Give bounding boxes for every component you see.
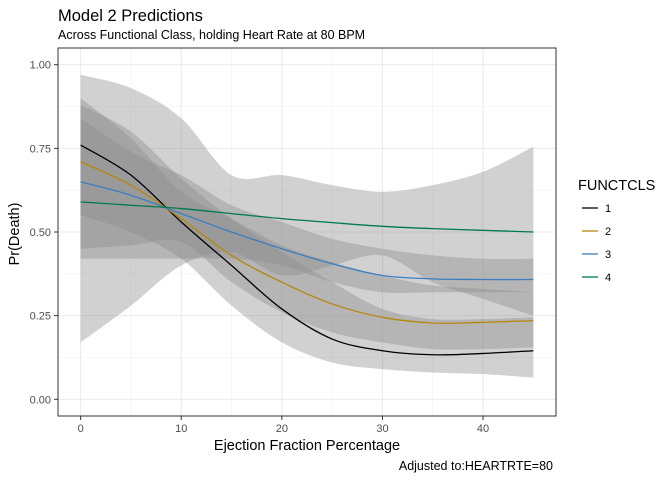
legend-label-3: 3 (605, 249, 611, 261)
series-line-2 (80, 161, 534, 324)
x-axis: 0 10 20 30 40 (78, 416, 489, 435)
y-axis-title: Pr(Death) (7, 203, 23, 266)
y-tick-label: 0.00 (30, 394, 51, 406)
legend-items: 1 2 3 4 (582, 203, 611, 284)
legend-label-2: 2 (605, 226, 611, 238)
y-tick-label: 1.00 (30, 60, 51, 72)
legend-title: FUNCTCLS (578, 178, 655, 194)
x-tick-label: 20 (276, 423, 288, 435)
series-lines (80, 144, 534, 356)
x-tick-label: 10 (175, 423, 187, 435)
confidence-band-1 (80, 104, 534, 378)
chart-subtitle: Across Functional Class, holding Heart R… (58, 28, 365, 42)
major-gridlines (58, 48, 556, 416)
confidence-band-2 (80, 98, 534, 350)
x-tick-label: 0 (78, 423, 84, 435)
chart-caption: Adjusted to:HEARTRTE=80 (399, 459, 553, 473)
series-line-4 (80, 201, 534, 233)
confidence-band-4 (80, 74, 534, 343)
x-tick-label: 40 (477, 423, 489, 435)
legend: FUNCTCLS 1 2 3 4 (578, 178, 655, 284)
y-tick-label: 0.75 (30, 143, 51, 155)
legend-label-1: 1 (605, 203, 611, 215)
y-tick-label: 0.50 (30, 227, 51, 239)
legend-label-4: 4 (605, 272, 611, 284)
confidence-band-3 (80, 118, 534, 293)
x-axis-title: Ejection Fraction Percentage (214, 438, 400, 454)
y-axis: 0.00 0.25 0.50 0.75 1.00 (30, 60, 58, 406)
x-tick-label: 30 (376, 423, 388, 435)
chart-title: Model 2 Predictions (58, 7, 203, 25)
series-line-3 (80, 181, 534, 281)
series-line-1 (80, 144, 534, 356)
confidence-bands (80, 74, 534, 378)
y-tick-label: 0.25 (30, 311, 51, 323)
